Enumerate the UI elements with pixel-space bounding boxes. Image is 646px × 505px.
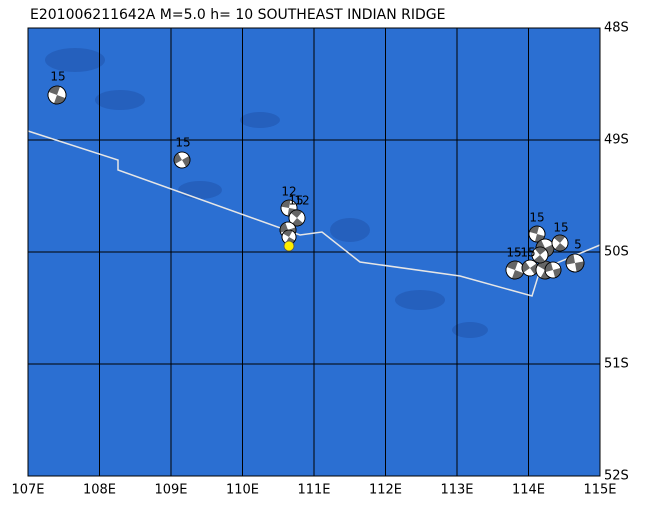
event-depth-label: 15 [506,246,521,260]
longitude-label: 108E [83,483,116,498]
seafloor-features [45,48,488,338]
beachball-quadrant [529,226,545,242]
beachball-quadrant [545,262,561,278]
beachball [528,225,546,243]
beachball [281,229,297,245]
beachball [173,151,191,169]
beachball-quadrant [553,235,567,251]
beachball [288,209,306,227]
map-title: E201006211642A M=5.0 h= 10 SOUTHEAST IND… [30,7,446,23]
map-frame [27,27,601,477]
main-event [283,240,295,252]
latitude-label: 49S [604,133,629,148]
focal-mechanisms [47,85,585,280]
longitude-label: 110E [226,483,259,498]
longitude-label: 111E [297,483,330,498]
beachball-outline [528,225,546,243]
latitude-label: 50S [604,245,629,260]
event-depth-label: 15 [50,70,65,84]
longitude-label: 115E [583,483,616,498]
beachball [544,261,562,279]
latitude-label: 52S [604,469,629,484]
longitude-label: 112E [369,483,402,498]
beachball-quadrant [506,261,524,279]
beachball-outline [544,261,562,279]
plate-boundary [27,130,601,297]
beachball-quadrant [536,239,554,257]
event-depth-label: 5 [574,238,582,252]
beachball-quadrant [48,86,66,104]
beachball [531,246,549,264]
latitude-label: 48S [604,21,629,36]
beachball-quadrant [282,230,296,244]
beachball-quadrant [533,247,547,263]
beachball-quadrant [522,261,538,275]
longitude-label: 113E [440,483,473,498]
longitude-label: 107E [11,483,44,498]
event-depth-label: 15 [175,136,190,150]
beachball-outline [173,151,191,169]
latitude-label: 51S [604,357,629,372]
beachball-outline [47,85,67,105]
longitude-label: 114E [512,483,545,498]
beachball-quadrant [174,153,190,167]
beachball-quadrant [566,254,584,272]
beachball-outline [551,234,569,252]
longitude-label: 109E [154,483,187,498]
event-depth-label: 15 [520,246,535,260]
beachball-outline [565,253,585,273]
beachball [551,234,569,252]
beachball-outline [280,199,298,217]
event-depth-label: 15 [288,194,303,208]
event-depth-label: 12 [281,185,296,199]
beachball [47,85,67,105]
beachball [565,253,585,273]
event-depth-label: 12 [294,194,309,208]
event-depth-label: 15 [553,221,568,235]
event-depth-label: 15 [529,211,544,225]
beachball-quadrant [290,210,304,226]
beachball-outline [521,259,539,277]
beachball-outline [531,246,549,264]
beachball [521,259,539,277]
